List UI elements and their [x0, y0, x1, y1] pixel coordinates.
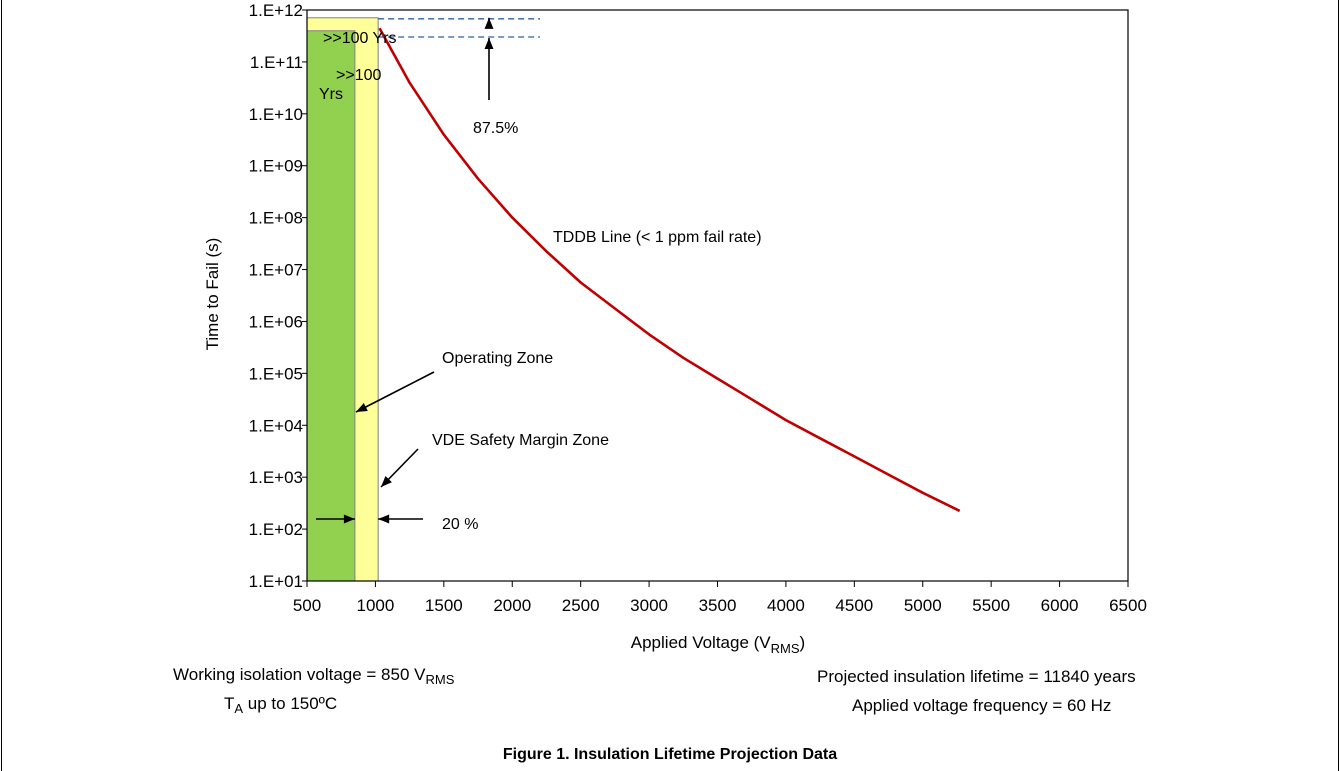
tddb-curve	[378, 27, 961, 513]
y-tick-label: 1.E+12	[249, 1, 303, 20]
figure-caption: Figure 1. Insulation Lifetime Projection…	[502, 746, 838, 763]
operating-zone	[306, 30, 356, 582]
margin-arrow-bottom-head	[484, 37, 494, 49]
operating-zone-arrow	[355, 371, 435, 413]
x-tick-label: 4500	[835, 596, 873, 615]
y-tick-label: 1.E+02	[249, 520, 303, 539]
ambient-temperature-note: TA up to 150ºC	[224, 694, 337, 716]
y-tick-label: 1.E+10	[249, 105, 303, 124]
y-tick-label: 1.E+08	[249, 209, 303, 228]
margin-arrow-bottom	[484, 37, 494, 100]
y-tick-label: 1.E+09	[249, 157, 303, 176]
x-axis-label: Applied Voltage (VRMS)	[631, 633, 805, 656]
x-tick-label: 1000	[357, 596, 395, 615]
x-tick-label: 2500	[562, 596, 600, 615]
working-voltage-sub: RMS	[425, 672, 455, 687]
y-tick-label: 1.E+11	[250, 53, 303, 72]
margin-percent-label: 87.5%	[473, 120, 518, 137]
plot-border	[306, 9, 1129, 582]
x-tick-label: 5000	[904, 596, 942, 615]
outer-zone-label: >>100 Yrs	[323, 30, 397, 47]
y-axis-label: Time to Fail (s)	[203, 238, 222, 351]
margin-arrow-top-head	[484, 17, 494, 29]
x-tick-label: 4000	[767, 596, 805, 615]
x-tick-label: 500	[293, 596, 321, 615]
ambient-temperature-text: up to 150ºC	[243, 694, 338, 713]
x-tick-label: 6500	[1109, 596, 1147, 615]
margin-arrow-top	[484, 17, 494, 29]
y-tick-label: 1.E+07	[249, 261, 303, 280]
width-percent-label: 20 %	[442, 516, 478, 533]
operating-zone-arrow-shaft	[355, 371, 435, 413]
plot-area: 500 1000 1500 2000 2500 3000 3500 4000 4500 5000 5…	[249, 1, 1147, 615]
ambient-temperature-sub: A	[234, 701, 244, 716]
x-tick-label: 3500	[699, 596, 737, 615]
vde-zone-arrow	[380, 448, 419, 488]
lifetime-note: Projected insulation lifetime = 11840 ye…	[817, 667, 1136, 686]
ambient-temperature-t: T	[224, 694, 235, 713]
y-tick-label: 1.E+03	[249, 468, 303, 487]
x-axis-label-main: Applied Voltage (V	[631, 633, 772, 652]
width-arrow-right-head	[378, 514, 390, 524]
inner-zone-label-1: >>100	[336, 67, 381, 84]
vde-zone-arrow-head	[381, 475, 392, 487]
operating-zone-label: Operating Zone	[442, 350, 553, 367]
tddb-line-label: TDDB Line (< 1 ppm fail rate)	[553, 229, 762, 246]
working-voltage-text: Working isolation voltage = 850 V	[173, 665, 426, 684]
inner-zone-label-2: Yrs	[319, 86, 343, 103]
x-axis-label-sub: RMS	[771, 641, 800, 656]
x-tick-label: 5500	[972, 596, 1010, 615]
x-tick-label: 2000	[493, 596, 531, 615]
x-tick-label: 3000	[630, 596, 668, 615]
operating-zone-arrow-head	[356, 402, 368, 412]
x-tick-label: 6000	[1041, 596, 1079, 615]
y-tick-label: 1.E+06	[249, 312, 303, 331]
vde-zone-label: VDE Safety Margin Zone	[432, 432, 609, 449]
y-tick-label: 1.E+01	[249, 572, 303, 591]
frequency-note: Applied voltage frequency = 60 Hz	[852, 696, 1112, 715]
width-arrow-left	[316, 514, 355, 524]
working-voltage-note: Working isolation voltage = 850 VRMS	[173, 665, 454, 687]
x-axis-label-end: )	[800, 633, 806, 652]
width-arrow-right	[378, 514, 423, 524]
width-arrow-left-head	[343, 514, 355, 524]
y-tick-label: 1.E+04	[249, 416, 303, 435]
x-tick-label: 1500	[425, 596, 463, 615]
y-tick-label: 1.E+05	[249, 364, 303, 383]
